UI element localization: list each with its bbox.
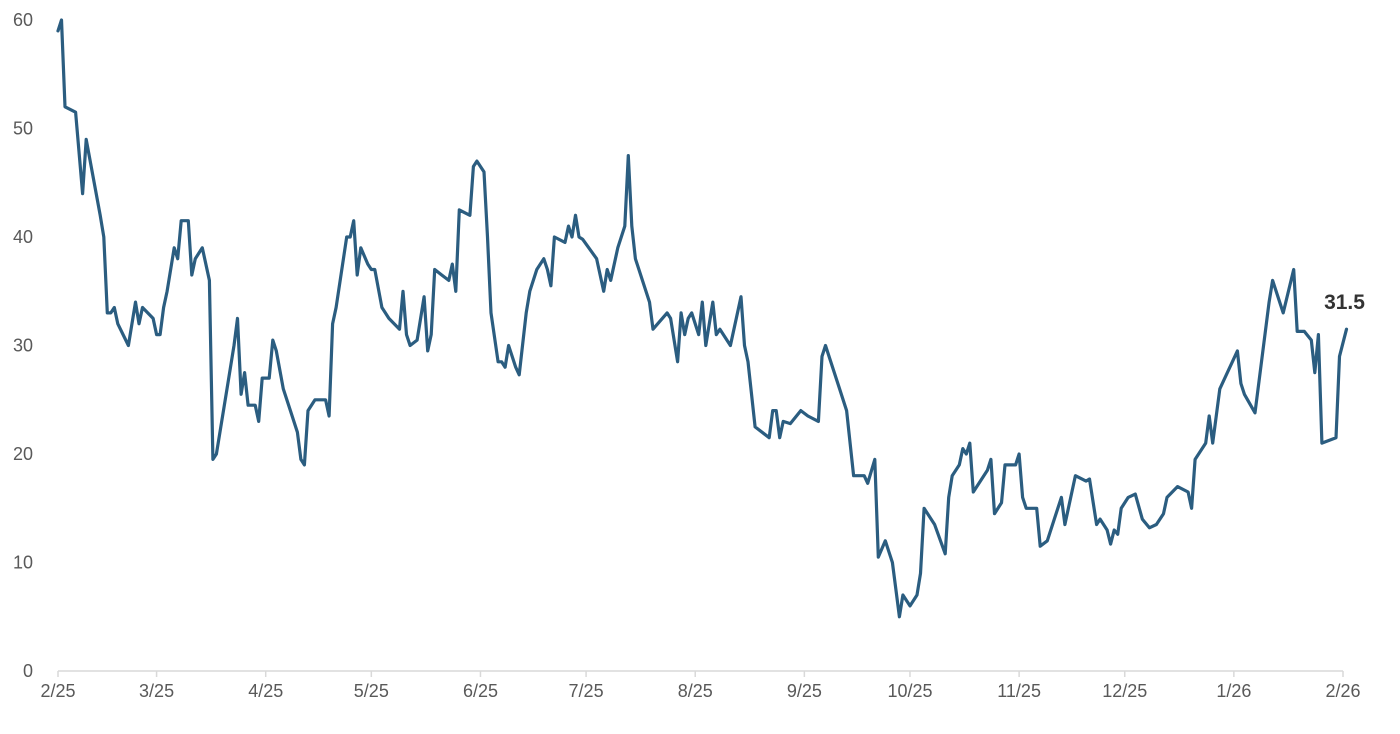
x-tick-label: 11/25 <box>997 681 1041 701</box>
y-axis: 0 10 20 30 40 50 60 <box>13 10 33 681</box>
x-tick-label: 9/25 <box>787 681 822 701</box>
y-tick-label: 60 <box>13 10 33 30</box>
x-tick-label: 2/25 <box>40 681 75 701</box>
y-tick-label: 30 <box>13 336 33 356</box>
data-points <box>57 19 1347 617</box>
x-tick-label: 1/26 <box>1216 681 1251 701</box>
x-tick-label: 6/25 <box>463 681 498 701</box>
y-tick-label: 20 <box>13 444 33 464</box>
x-tick-label: 4/25 <box>248 681 283 701</box>
series-line <box>56 18 1349 619</box>
x-tick-label: 10/25 <box>887 681 932 701</box>
x-tick-label: 2/26 <box>1325 681 1360 701</box>
x-tick-label: 12/25 <box>1102 681 1147 701</box>
x-tick-label: 7/25 <box>569 681 604 701</box>
x-tick-label: 8/25 <box>678 681 713 701</box>
x-axis: 2/25 3/25 4/25 5/25 6/25 7/25 8/25 9/25 10/25 11/… <box>40 671 1361 701</box>
y-tick-label: 0 <box>23 661 33 681</box>
y-tick-label: 50 <box>13 119 33 139</box>
y-tick-label: 40 <box>13 227 33 247</box>
end-value-label: 31.5 <box>1324 291 1365 314</box>
y-tick-label: 10 <box>13 553 33 573</box>
x-tick-label: 3/25 <box>139 681 174 701</box>
x-tick-label: 5/25 <box>354 681 389 701</box>
